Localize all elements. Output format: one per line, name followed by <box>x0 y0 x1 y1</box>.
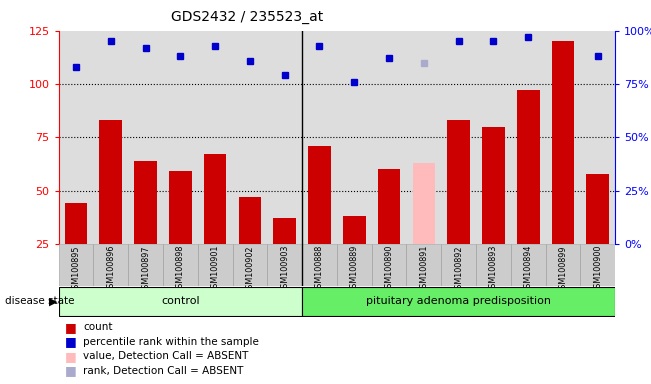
Bar <box>239 197 261 297</box>
Text: GSM100894: GSM100894 <box>523 245 533 293</box>
Text: GSM100900: GSM100900 <box>593 245 602 293</box>
Text: ■: ■ <box>65 364 77 377</box>
Text: GSM100897: GSM100897 <box>141 245 150 294</box>
Bar <box>163 244 198 286</box>
Text: control: control <box>161 296 200 306</box>
Text: ▶: ▶ <box>49 296 57 306</box>
Bar <box>59 287 302 316</box>
Text: GSM100892: GSM100892 <box>454 245 463 294</box>
Text: ■: ■ <box>65 335 77 348</box>
Text: value, Detection Call = ABSENT: value, Detection Call = ABSENT <box>83 351 249 361</box>
Bar <box>198 244 232 286</box>
Bar <box>268 244 302 286</box>
Bar <box>128 244 163 286</box>
Bar <box>308 146 331 297</box>
Text: GSM100888: GSM100888 <box>315 245 324 293</box>
Text: GSM100896: GSM100896 <box>106 245 115 293</box>
Bar <box>441 244 476 286</box>
Bar <box>517 90 540 297</box>
Text: GSM100899: GSM100899 <box>559 245 568 294</box>
Text: GSM100890: GSM100890 <box>385 245 394 293</box>
Text: rank, Detection Call = ABSENT: rank, Detection Call = ABSENT <box>83 366 243 376</box>
Bar <box>134 161 157 297</box>
Bar <box>413 163 435 297</box>
Text: GSM100891: GSM100891 <box>419 245 428 293</box>
Bar <box>64 204 87 297</box>
Bar <box>482 127 505 297</box>
Bar <box>93 244 128 286</box>
Bar <box>372 244 406 286</box>
Text: GSM100898: GSM100898 <box>176 245 185 293</box>
Text: GSM100895: GSM100895 <box>72 245 81 294</box>
Text: GDS2432 / 235523_at: GDS2432 / 235523_at <box>171 10 324 23</box>
Bar <box>587 174 609 297</box>
Text: count: count <box>83 322 113 332</box>
Bar <box>232 244 268 286</box>
Bar <box>273 218 296 297</box>
Bar <box>406 244 441 286</box>
Bar <box>476 244 511 286</box>
Bar <box>447 120 470 297</box>
Bar <box>302 244 337 286</box>
Bar <box>302 287 615 316</box>
Text: ■: ■ <box>65 350 77 363</box>
Text: GSM100903: GSM100903 <box>280 245 289 293</box>
Bar <box>343 216 366 297</box>
Bar <box>100 120 122 297</box>
Bar <box>204 154 227 297</box>
Bar <box>581 244 615 286</box>
Bar <box>337 244 372 286</box>
Text: GSM100889: GSM100889 <box>350 245 359 293</box>
Bar <box>169 171 191 297</box>
Text: GSM100893: GSM100893 <box>489 245 498 293</box>
Text: disease state: disease state <box>5 296 75 306</box>
Text: GSM100901: GSM100901 <box>211 245 219 293</box>
Bar <box>59 244 93 286</box>
Text: percentile rank within the sample: percentile rank within the sample <box>83 337 259 347</box>
Bar <box>551 41 574 297</box>
Text: GSM100902: GSM100902 <box>245 245 255 294</box>
Bar <box>511 244 546 286</box>
Bar <box>546 244 581 286</box>
Text: pituitary adenoma predisposition: pituitary adenoma predisposition <box>366 296 551 306</box>
Bar <box>378 169 400 297</box>
Text: ■: ■ <box>65 321 77 334</box>
